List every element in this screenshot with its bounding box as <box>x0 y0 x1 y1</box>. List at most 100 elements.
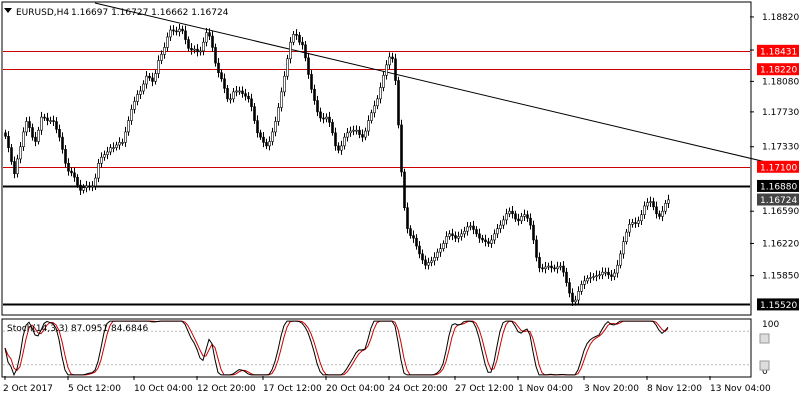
indicator-window-icon[interactable] <box>759 333 770 344</box>
candle-body <box>172 29 175 32</box>
candle-body <box>124 131 127 143</box>
candle-body <box>478 233 481 239</box>
candle-body <box>304 44 307 59</box>
candle-body <box>616 264 619 274</box>
candle-body <box>652 201 655 208</box>
candle-body <box>628 223 631 233</box>
candle-body <box>259 132 262 138</box>
time-tick-label: 13 Nov 04:00 <box>710 384 771 394</box>
candle-body <box>178 28 181 33</box>
price-tags: 1.18431 1.18220 1.17100 1.16880 1.15520 1.167… <box>757 44 799 311</box>
candle-body <box>313 88 316 101</box>
candle-body <box>148 75 151 79</box>
candle-body <box>226 88 229 100</box>
candle-body <box>238 90 241 93</box>
candle-body <box>16 158 19 175</box>
candle-body <box>475 229 478 235</box>
candle-body <box>451 233 454 236</box>
candle-body <box>544 266 547 270</box>
time-tick-label: 12 Oct 20:00 <box>197 384 256 394</box>
horizontal-levels <box>3 51 750 306</box>
dropdown-triangle-icon[interactable] <box>4 8 12 13</box>
candle-body <box>37 129 40 142</box>
candle-body <box>58 129 61 138</box>
candle-body <box>541 267 544 270</box>
candle-body <box>622 241 625 255</box>
candle-body <box>454 235 457 239</box>
candle-body <box>361 134 364 138</box>
candle-body <box>448 233 451 237</box>
candle-body <box>229 98 232 101</box>
candle-body <box>310 74 313 90</box>
candle-body <box>232 91 235 100</box>
candle-body <box>115 144 118 148</box>
candle-body <box>283 75 286 93</box>
candle-body <box>322 117 325 120</box>
candle-body <box>568 282 571 294</box>
candle-body <box>199 50 202 53</box>
candle-body <box>46 117 49 121</box>
time-tick-label: 3 Nov 20:00 <box>584 384 639 394</box>
stochastic-tick-label: 0 <box>762 367 768 377</box>
stochastic-panel[interactable] <box>1 318 752 378</box>
candle-body <box>85 185 88 188</box>
candle-body <box>508 210 511 215</box>
candle-body <box>100 156 103 164</box>
candle-body <box>337 145 340 151</box>
candle-body <box>601 271 604 276</box>
level-price-tag-bg <box>757 44 799 57</box>
candle-body <box>34 136 37 142</box>
candle-body <box>169 29 172 38</box>
candle-body <box>220 72 223 80</box>
candle-body <box>97 162 100 179</box>
candle-body <box>187 39 190 49</box>
candle-body <box>484 239 487 242</box>
candle-body <box>427 262 430 266</box>
candle-body <box>76 176 79 186</box>
candle-body <box>250 98 253 107</box>
time-tick-label: 20 Oct 04:00 <box>326 384 385 394</box>
candle-body <box>358 129 361 135</box>
candle-body <box>25 121 28 133</box>
candlestick-series <box>4 24 670 307</box>
candle-body <box>247 95 250 100</box>
time-tick-label: 27 Oct 12:00 <box>455 384 514 394</box>
stochastic-series <box>3 320 750 377</box>
candle-body <box>409 228 412 236</box>
candle-body <box>517 218 520 222</box>
time-tick-label: 8 Nov 12:00 <box>647 384 702 394</box>
time-tick-label: 24 Oct 20:00 <box>389 384 448 394</box>
candle-body <box>340 145 343 151</box>
candle-body <box>610 274 613 277</box>
candle-body <box>565 271 568 283</box>
candle-body <box>547 265 550 268</box>
candle-body <box>211 35 214 48</box>
candle-body <box>373 105 376 114</box>
candle-body <box>382 75 385 88</box>
candle-body <box>265 142 268 147</box>
scroll-to-end-icon[interactable] <box>759 360 770 371</box>
candle-body <box>241 90 244 94</box>
candle-body <box>28 121 31 128</box>
candle-body <box>145 75 148 85</box>
candle-body <box>40 116 43 131</box>
candle-body <box>346 132 349 138</box>
candle-body <box>487 241 490 244</box>
price-panel[interactable] <box>1 1 752 316</box>
candle-body <box>175 30 178 33</box>
candle-body <box>586 277 589 282</box>
level-price-tag-bg <box>757 298 799 311</box>
candle-body <box>202 41 205 52</box>
candle-body <box>637 220 640 224</box>
candle-body <box>379 87 382 100</box>
candle-body <box>43 116 46 119</box>
candle-body <box>316 100 319 113</box>
candle-body <box>595 275 598 277</box>
candle-body <box>307 57 310 75</box>
candle-body <box>334 132 337 147</box>
candle-body <box>469 225 472 228</box>
time-axis[interactable]: 2 Oct 2017 5 Oct 12:00 10 Oct 04:00 12 Oct … <box>3 376 771 394</box>
candle-body <box>193 48 196 51</box>
candle-body <box>646 202 649 207</box>
